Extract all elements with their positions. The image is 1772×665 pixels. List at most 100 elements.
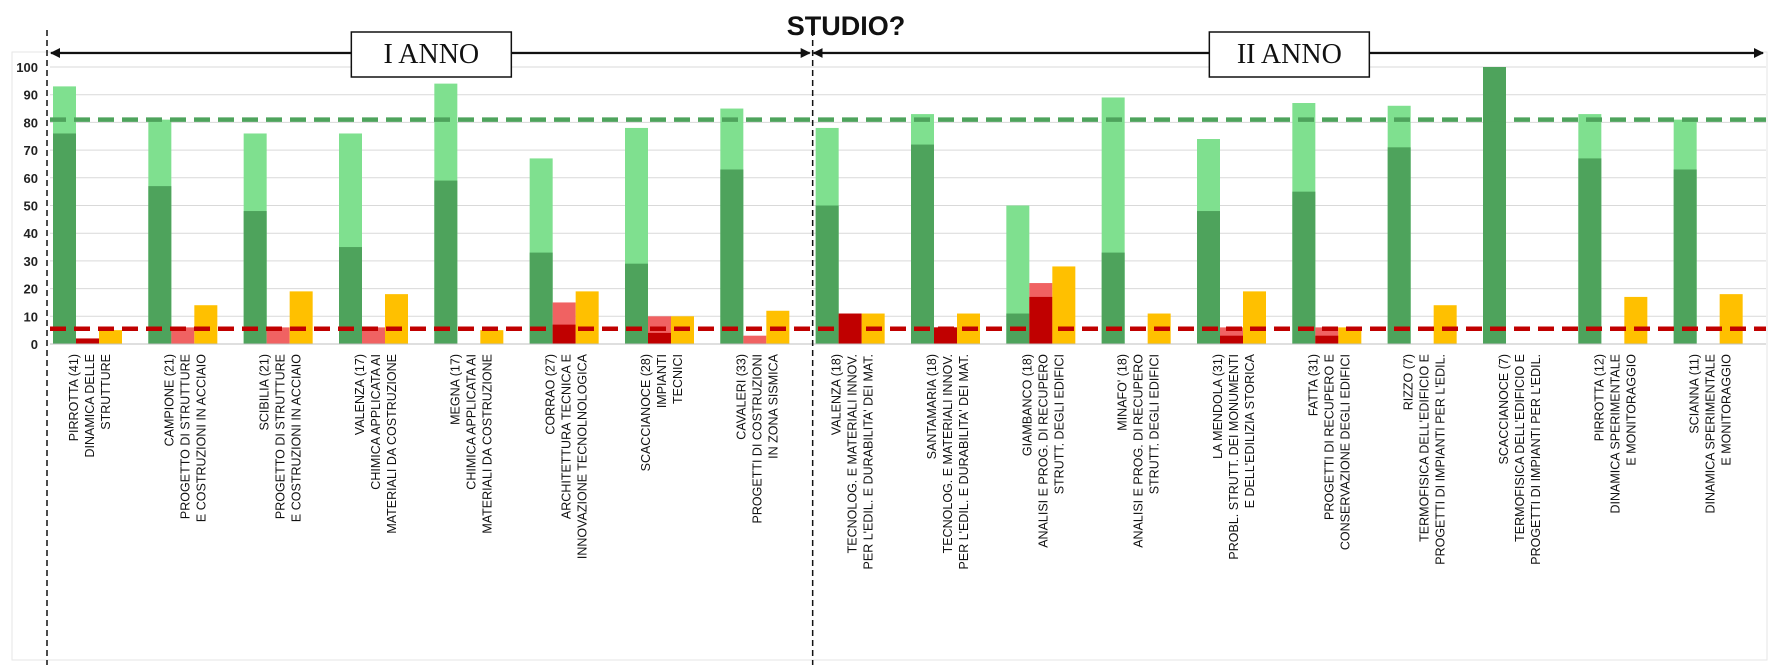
bar bbox=[99, 330, 122, 344]
bar bbox=[1006, 205, 1030, 344]
bar bbox=[53, 133, 76, 344]
bar bbox=[148, 186, 172, 344]
category-label: TECNICI bbox=[671, 354, 685, 404]
category-label: STRUTT. DEGLI EDIFICI bbox=[1052, 354, 1066, 494]
bar bbox=[911, 144, 934, 344]
y-tick-label: 30 bbox=[24, 254, 38, 269]
category-label: PROGETTI DI RECUPERO E bbox=[1322, 354, 1336, 520]
category-label: CONSERVAZIONE DEGLI EDIFICI bbox=[1338, 354, 1352, 550]
category-label: LA MENDOLA (31) bbox=[1211, 354, 1225, 459]
bar bbox=[529, 252, 553, 344]
category-label: CAVALERI (33) bbox=[734, 354, 748, 440]
category-label: ANALISI E PROG. DI RECUPERO bbox=[1036, 354, 1050, 548]
category-label: PROGETTI DI COSTRUZIONI bbox=[750, 354, 764, 523]
bar bbox=[1292, 191, 1316, 344]
chart-title: STUDIO? bbox=[787, 11, 906, 41]
bar bbox=[1338, 327, 1362, 344]
y-tick-label: 10 bbox=[24, 309, 38, 324]
bar bbox=[1315, 335, 1339, 344]
year-groups: I ANNO II ANNO bbox=[46, 30, 1764, 665]
category-label: MEGNA (17) bbox=[448, 354, 462, 425]
category-label: E MONITORAGGIO bbox=[1720, 354, 1734, 466]
category-label: GIAMBANCO (18) bbox=[1020, 354, 1034, 456]
category-label: PER L'EDIL. E DURABILITA' DEI MAT. bbox=[957, 354, 971, 569]
bar bbox=[1719, 294, 1743, 344]
group-label: II ANNO bbox=[1237, 39, 1342, 70]
bar bbox=[434, 180, 458, 344]
category-label: SCACCIANOCE (28) bbox=[639, 354, 653, 471]
category-label: STRUTT. DEGLI EDIFICI bbox=[1148, 354, 1162, 494]
y-tick-label: 90 bbox=[24, 88, 38, 103]
category-label: RIZZO (7) bbox=[1402, 354, 1416, 410]
category-label: SCACCIANOCE (7) bbox=[1497, 354, 1511, 464]
bar bbox=[362, 327, 385, 344]
bar bbox=[743, 335, 767, 344]
category-label: TERMOFISICA DELL'EDIFICIO E bbox=[1513, 354, 1527, 542]
category-label: CAMPIONE (21) bbox=[162, 354, 176, 446]
group-label: I ANNO bbox=[383, 39, 479, 70]
y-tick-label: 70 bbox=[24, 143, 38, 158]
bar bbox=[289, 291, 313, 344]
y-tick-label: 50 bbox=[24, 199, 38, 214]
category-label: E COSTRUZIONI IN ACCIAIO bbox=[290, 354, 304, 522]
category-label: PROGETTO DI STRUTTURE bbox=[178, 354, 192, 519]
category-label: TECNOLOG. E MATERIALI INNOV. bbox=[846, 354, 860, 553]
bar bbox=[1673, 169, 1697, 344]
bar bbox=[1101, 252, 1125, 344]
category-label: PROGETTO DI STRUTTURE bbox=[274, 354, 288, 519]
bar bbox=[194, 305, 218, 344]
category-label: ANALISI E PROG. DI RECUPERO bbox=[1132, 354, 1146, 548]
bar bbox=[1220, 335, 1243, 344]
bar bbox=[266, 327, 290, 344]
bar bbox=[1483, 67, 1506, 344]
y-tick-label: 80 bbox=[24, 115, 38, 130]
group-label-box bbox=[350, 31, 513, 78]
group-label-box bbox=[1208, 31, 1371, 78]
category-label: CORRAO (27) bbox=[544, 354, 558, 435]
plot-background bbox=[11, 51, 1768, 661]
x-axis-labels: PIRROTTA (41) DINAMICA DELLE STRUTTURE CAMP… bbox=[67, 353, 1734, 569]
category-label: VALENZA (18) bbox=[830, 354, 844, 435]
bar bbox=[1578, 158, 1602, 344]
bar bbox=[575, 291, 599, 344]
category-label: MATERIALI DA COSTRUZIONE bbox=[385, 354, 399, 534]
category-label: PROGETTI DI IMPIANTI PER L'EDIL. bbox=[1529, 354, 1543, 565]
category-label: PIRROTTA (12) bbox=[1592, 354, 1606, 441]
category-label: STRUTTURE bbox=[99, 354, 113, 430]
category-label: CHIMICA APPLICATA AI bbox=[464, 354, 478, 490]
category-label: SCIANNA (11) bbox=[1688, 354, 1702, 434]
bar bbox=[76, 338, 99, 344]
y-tick-label: 100 bbox=[16, 60, 38, 75]
category-label: DINAMICA SPERIMENTALE bbox=[1704, 354, 1718, 514]
bar bbox=[1433, 305, 1457, 344]
bar bbox=[625, 263, 648, 344]
category-label: PROGETTI DI IMPIANTI PER L'EDIL. bbox=[1434, 354, 1448, 565]
category-label: E DELL'EDILIZIA STORICA bbox=[1243, 353, 1257, 508]
bar bbox=[1387, 147, 1411, 344]
bar bbox=[1052, 266, 1076, 344]
category-label: E MONITORAGGIO bbox=[1624, 354, 1638, 466]
y-tick-label: 60 bbox=[24, 171, 38, 186]
bar bbox=[339, 247, 362, 344]
category-label: PROBL. STRUTT. DEI MONUMENTI bbox=[1227, 354, 1241, 560]
category-label: PIRROTTA (41) bbox=[67, 354, 81, 441]
bar bbox=[648, 332, 671, 344]
y-tick-label: 20 bbox=[24, 282, 38, 297]
bar bbox=[171, 327, 195, 344]
bar bbox=[934, 327, 957, 344]
bar bbox=[720, 169, 744, 344]
bar bbox=[1624, 296, 1648, 344]
category-label: MINAFO' (18) bbox=[1116, 354, 1130, 431]
bar bbox=[385, 294, 408, 344]
category-label: TECNOLOG. E MATERIALI INNOV. bbox=[941, 354, 955, 553]
category-label: DINAMICA SPERIMENTALE bbox=[1608, 354, 1622, 514]
category-label: IN ZONA SISMICA bbox=[766, 353, 780, 459]
category-label: MATERIALI DA COSTRUZIONE bbox=[480, 354, 494, 534]
category-label: CHIMICA APPLICATA AI bbox=[369, 354, 383, 490]
category-label: SANTAMARIA (18) bbox=[925, 354, 939, 459]
y-tick-label: 40 bbox=[24, 226, 38, 241]
category-label: FATTA (31) bbox=[1306, 354, 1320, 416]
bar bbox=[1243, 291, 1266, 344]
bar bbox=[1029, 296, 1053, 344]
